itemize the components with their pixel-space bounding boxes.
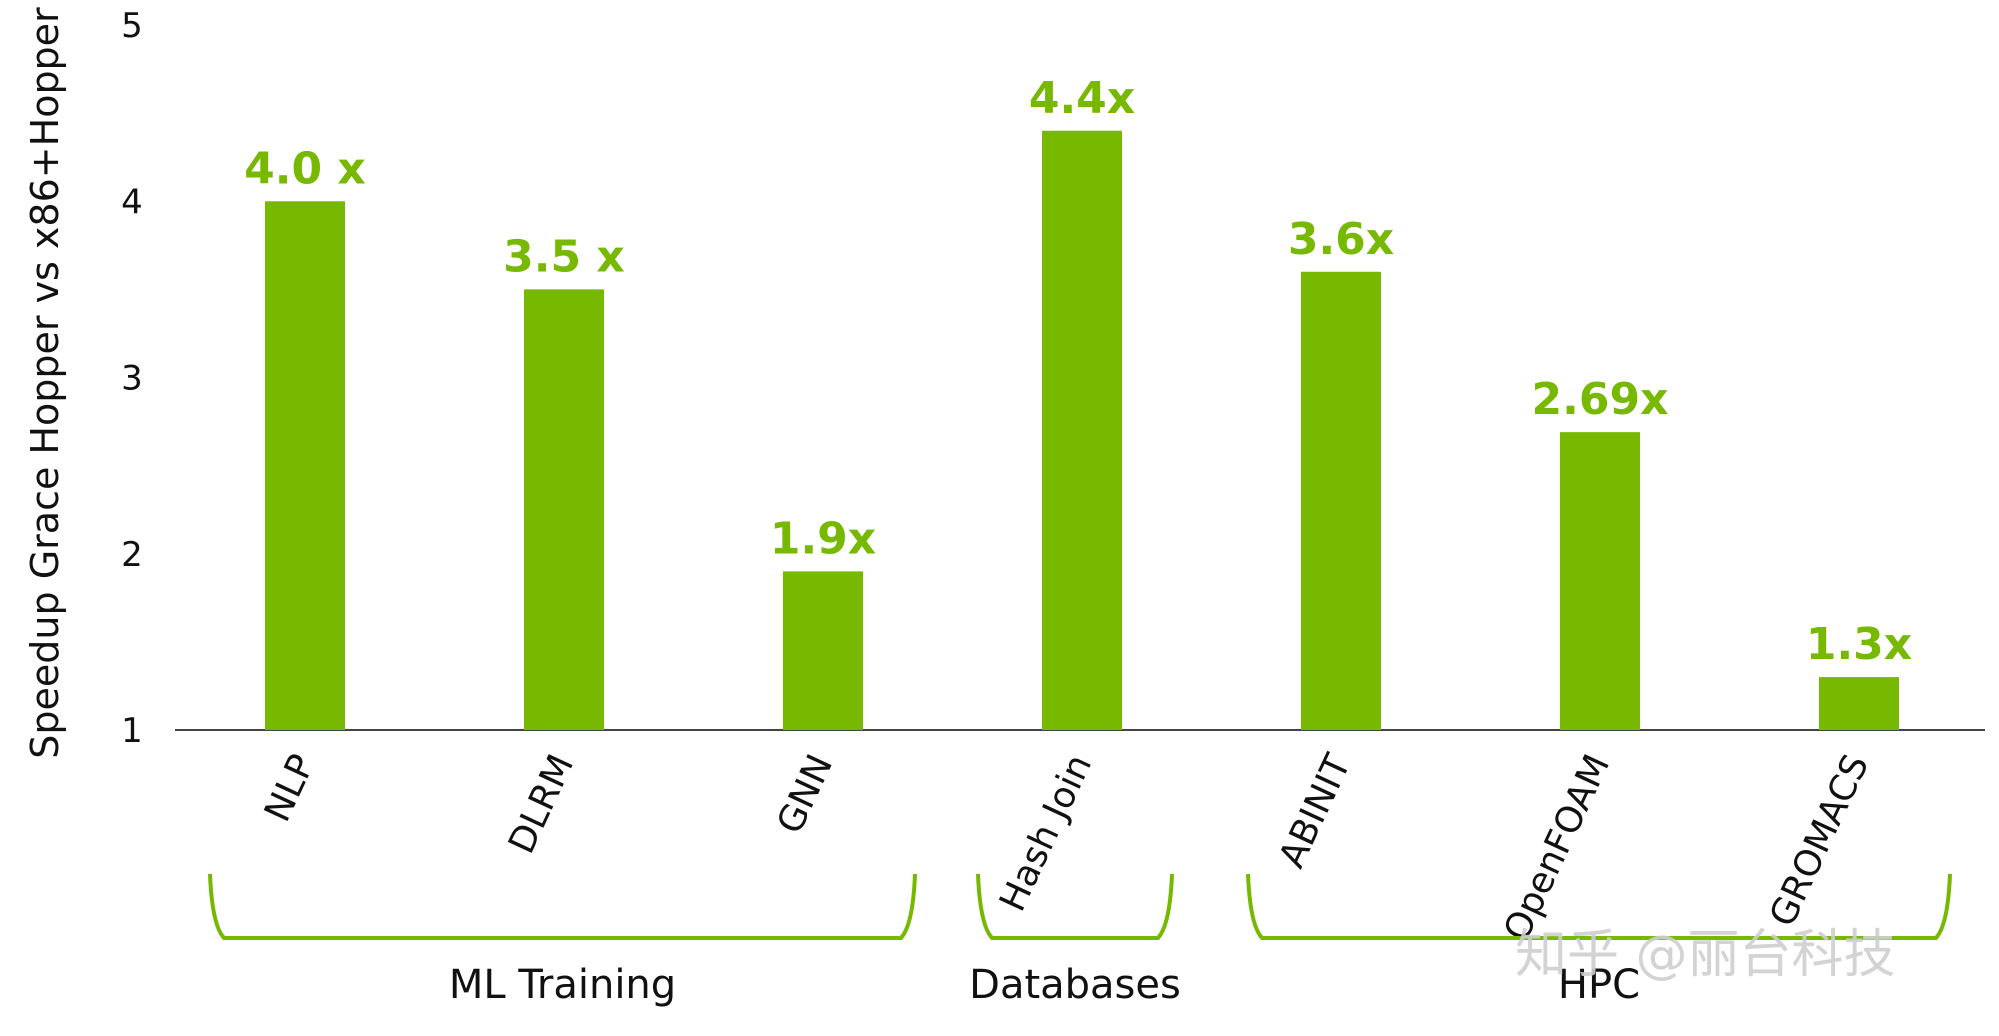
bar	[265, 201, 345, 730]
watermark: 知乎 @丽台科技	[1515, 925, 1896, 985]
category-label: GNN	[769, 748, 841, 839]
group-label: Databases	[969, 962, 1181, 1008]
data-label: 3.6x	[1288, 214, 1394, 265]
bar-series: 4.0 x NLP 3.5 x DLRM 1.9x GNN 4.4x Hash Join 3.6…	[244, 73, 1912, 948]
data-label: 1.9x	[770, 513, 876, 564]
group-label: ML Training	[449, 962, 676, 1008]
group-bracket	[208, 873, 917, 940]
group-bracket	[1246, 873, 1952, 940]
group-label: HPC	[1558, 962, 1640, 1008]
category-label: ABINIT	[1272, 748, 1360, 875]
y-axis-label: Speedup Grace Hopper vs x86+Hopper	[23, 7, 67, 759]
category-label: DLRM	[501, 748, 582, 859]
bar	[1042, 130, 1122, 730]
data-label: 1.3x	[1806, 619, 1912, 670]
category-label: GROMACS	[1762, 748, 1877, 932]
y-tick-label: 4	[121, 182, 143, 222]
y-tick-label: 5	[121, 6, 143, 46]
bar	[1301, 271, 1381, 730]
category-label: NLP	[257, 748, 323, 828]
y-tick-label: 3	[121, 359, 143, 399]
bar	[524, 289, 604, 730]
y-tick-label: 2	[121, 535, 143, 575]
category-label: Hash Join	[992, 748, 1100, 917]
bar	[783, 571, 863, 730]
data-label: 4.4x	[1029, 73, 1135, 124]
data-label: 4.0 x	[244, 143, 366, 194]
data-label: 3.5 x	[503, 231, 625, 282]
bar	[1560, 432, 1640, 730]
bar	[1819, 677, 1899, 730]
category-label: OpenFOAM	[1496, 748, 1618, 947]
data-label: 2.69x	[1532, 374, 1669, 425]
y-tick-label: 1	[121, 711, 143, 751]
group-bracket	[976, 873, 1174, 940]
category-groups: ML Training Databases HPC	[208, 873, 1952, 1008]
y-axis-ticks: 1 2 3 4 5	[121, 6, 143, 751]
